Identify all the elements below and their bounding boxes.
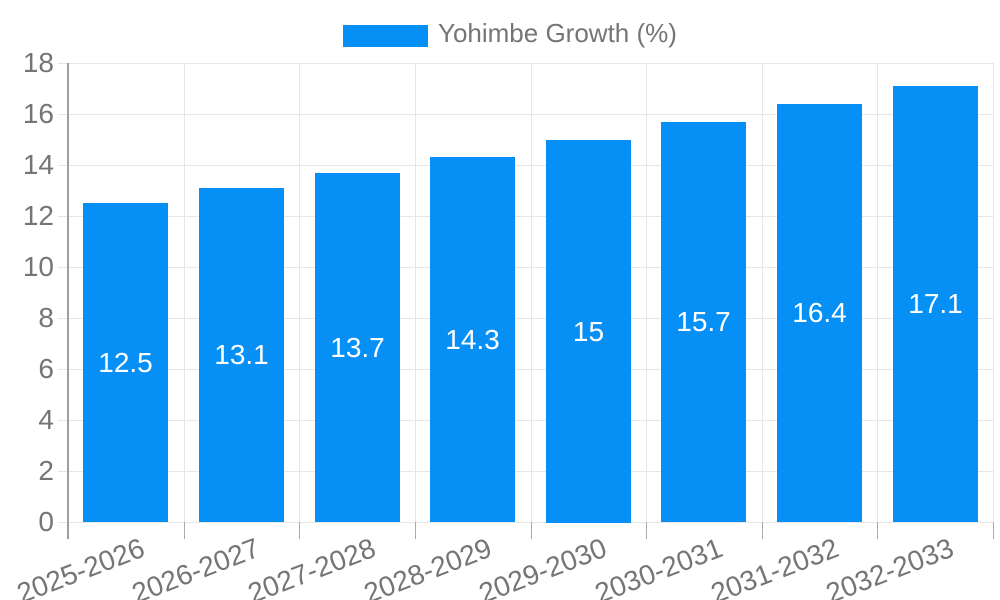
y-axis-line [67,63,69,539]
v-gridline [877,63,878,522]
v-gridline [993,63,994,522]
h-gridline [58,420,993,421]
v-gridline [531,63,532,522]
h-gridline [58,63,993,64]
v-gridline [184,63,185,522]
y-axis-tick-label: 16 [22,98,54,129]
h-gridline [58,318,993,319]
bar[interactable]: 13.1 [199,188,284,522]
y-axis-tick-label: 8 [38,302,54,333]
h-gridline [58,165,993,166]
y-axis-tick-label: 10 [22,251,54,282]
v-gridline [415,63,416,522]
x-axis-tick [299,522,300,539]
bar-value-label: 17.1 [908,288,963,319]
legend-swatch [343,24,428,47]
bar[interactable]: 15.7 [661,122,746,522]
bar-value-label: 16.4 [792,297,847,328]
bar[interactable]: 17.1 [893,86,978,522]
y-axis-tick-label: 12 [22,200,54,231]
h-gridline [58,267,993,268]
y-axis-tick-label: 18 [22,47,54,78]
x-axis-tick [415,522,416,539]
bar-value-label: 13.7 [330,331,385,363]
bar-value-label: 14.3 [445,323,500,355]
v-gridline [762,63,763,522]
bar[interactable]: 12.5 [83,203,168,522]
bar[interactable]: 14.3 [430,157,515,522]
bar[interactable]: 16.4 [777,104,862,522]
x-axis-tick [646,522,647,539]
y-axis-tick-label: 4 [38,404,54,435]
y-axis-tick-label: 6 [38,353,54,384]
x-axis-tick [531,522,532,539]
bar[interactable]: 13.7 [315,173,400,522]
h-gridline [58,114,993,115]
bar-value-label: 12.5 [98,346,153,378]
legend-label: Yohimbe Growth (%) [438,18,677,48]
bar-value-label: 15.7 [676,306,731,337]
y-axis-tick-label: 2 [38,455,54,486]
chart-legend: Yohimbe Growth (%) [343,17,677,49]
x-axis-tick [762,522,763,539]
bar-value-label: 15 [572,315,605,347]
bar[interactable]: 15 [546,140,631,523]
y-axis-tick-label: 0 [38,506,54,537]
h-gridline [58,471,993,472]
x-axis-tick [877,522,878,539]
h-gridline [58,369,993,370]
x-axis-tick [993,522,994,539]
v-gridline [299,63,300,522]
v-gridline [646,63,647,522]
h-gridline [58,216,993,217]
bar-value-label: 13.1 [214,339,269,370]
y-axis-tick-label: 14 [22,149,54,180]
x-axis-tick [184,522,185,539]
h-gridline [58,522,993,523]
